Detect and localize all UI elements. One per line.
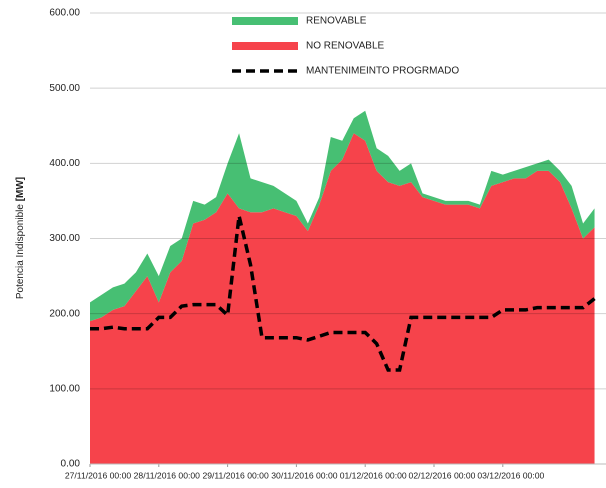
legend-label: MANTENIMEINTO PROGRMADO xyxy=(306,66,459,77)
x-tick-label: 03/12/2016 00:00 xyxy=(477,470,544,480)
x-tick-label: 01/12/2016 00:00 xyxy=(340,470,407,480)
y-tick-label: 600.00 xyxy=(49,8,80,19)
y-axis-unit: [MW] xyxy=(15,177,26,201)
line-series xyxy=(90,215,596,372)
y-tick-label: 100.00 xyxy=(49,383,80,394)
area xyxy=(90,133,595,464)
y-tick-label: 0.00 xyxy=(61,459,81,470)
legend-swatch xyxy=(232,17,298,25)
x-tick-label: 30/11/2016 00:00 xyxy=(271,470,337,480)
x-tick-label: 28/11/2016 00:00 xyxy=(134,470,200,480)
y-tick-label: 300.00 xyxy=(49,233,80,244)
y-tick-label: 500.00 xyxy=(49,83,80,94)
y-tick-label: 200.00 xyxy=(49,308,80,319)
y-axis-title: Potencia Indisponible [MW] xyxy=(15,177,26,299)
legend-swatch xyxy=(232,42,298,50)
y-axis-label: Potencia Indisponible xyxy=(15,201,26,299)
legend-label: RENOVABLE xyxy=(306,16,367,27)
legend-label: NO RENOVABLE xyxy=(306,41,384,52)
x-tick-label: 02/12/2016 00:00 xyxy=(409,470,476,480)
x-tick-label: 29/11/2016 00:00 xyxy=(202,470,268,480)
x-tick-label: 27/11/2016 00:00 xyxy=(65,470,131,480)
area xyxy=(90,110,595,322)
y-tick-label: 400.00 xyxy=(49,158,80,169)
